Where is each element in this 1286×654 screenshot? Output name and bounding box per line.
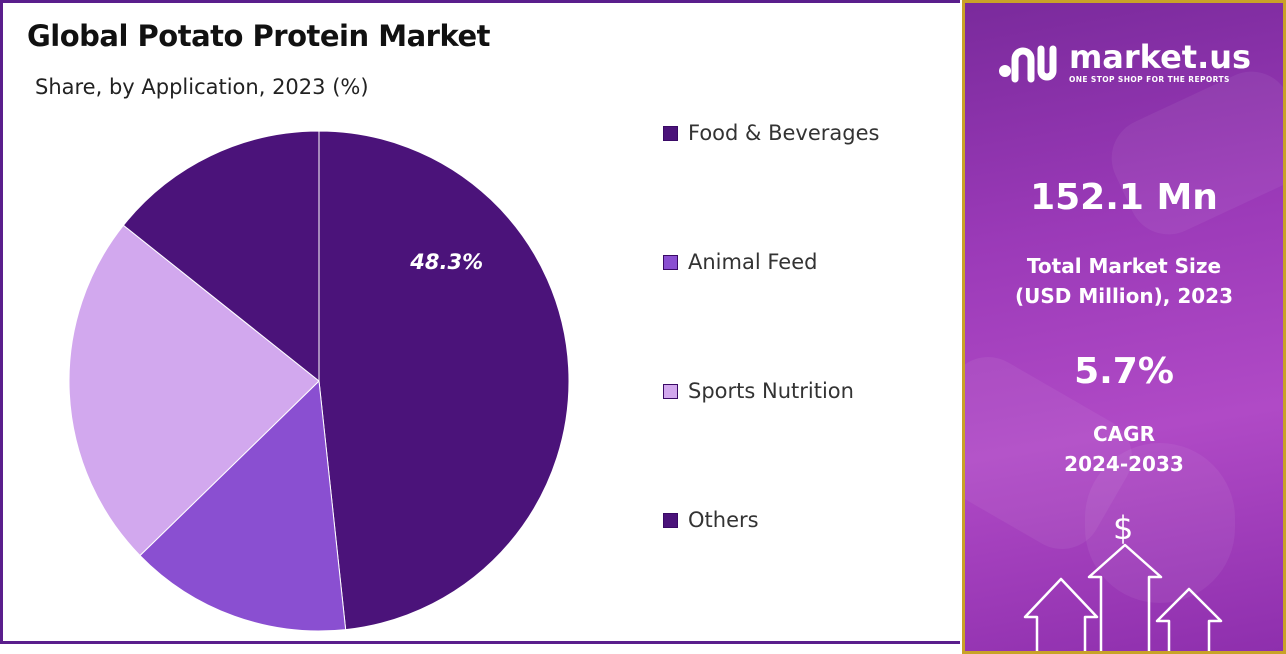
- background-decoration: [1098, 58, 1283, 248]
- pie-slice: [318, 130, 570, 631]
- dollar-icon: $: [1113, 509, 1134, 547]
- cagr-label: CAGR: [1093, 422, 1155, 446]
- cagr-value: 5.7%: [1074, 351, 1174, 392]
- chart-title: Global Potato Protein Market: [27, 19, 491, 53]
- market-size-value: 152.1 Mn: [1030, 177, 1218, 218]
- brand: market.us ONE STOP SHOP FOR THE REPORTS: [965, 41, 1283, 84]
- brand-tagline: ONE STOP SHOP FOR THE REPORTS: [1068, 75, 1230, 84]
- market-size-label-line1: Total Market Size: [1026, 254, 1222, 278]
- legend-label: Others: [688, 508, 759, 532]
- summary-panel: market.us ONE STOP SHOP FOR THE REPORTS …: [962, 0, 1286, 654]
- legend-item: Food & Beverages: [663, 121, 879, 145]
- brand-name: market.us: [1068, 38, 1252, 76]
- up-arrow-icon: [1155, 587, 1223, 651]
- legend-item: Animal Feed: [663, 250, 817, 274]
- legend-label: Food & Beverages: [688, 121, 880, 145]
- up-arrow-icon: [1087, 543, 1163, 651]
- growth-arrows: [1023, 543, 1223, 651]
- market-us-logo-icon: [998, 45, 1057, 82]
- pie-data-label: 48.3%: [409, 250, 483, 274]
- cagr-period: 2024-2033: [1064, 452, 1184, 476]
- legend-swatch: [663, 383, 678, 399]
- legend-swatch: [663, 254, 678, 270]
- up-arrow-icon: [1023, 577, 1099, 651]
- legend-label: Animal Feed: [688, 250, 818, 274]
- market-size-label-line2: (USD Million), 2023: [1014, 284, 1234, 308]
- chart-subtitle: Share, by Application, 2023 (%): [35, 75, 369, 99]
- pie-chart: 48.3%: [68, 130, 570, 632]
- chart-panel: Global Potato Protein Market Share, by A…: [0, 0, 960, 644]
- legend-swatch: [663, 512, 678, 528]
- pie-slice: [68, 224, 320, 557]
- legend-label: Sports Nutrition: [688, 379, 854, 403]
- pie-slice: [139, 379, 347, 632]
- pie-slice: [122, 130, 320, 383]
- legend-item: Sports Nutrition: [663, 379, 854, 403]
- legend-swatch: [663, 125, 678, 141]
- legend-item: Others: [663, 508, 759, 532]
